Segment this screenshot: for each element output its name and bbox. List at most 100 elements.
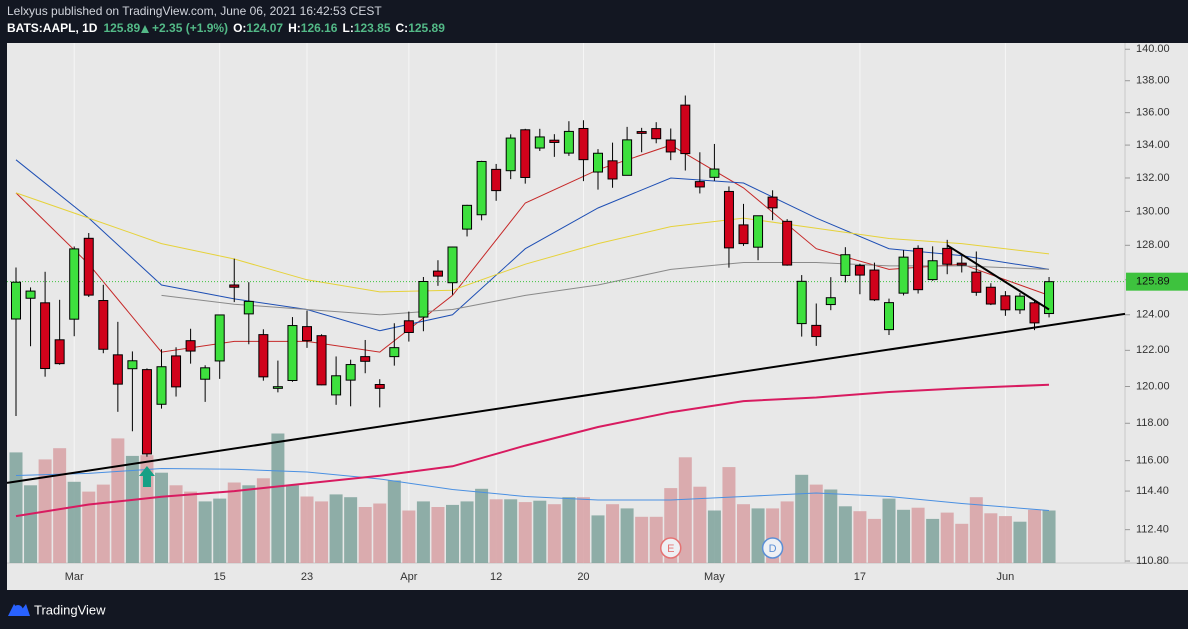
candle-body <box>83 237 94 296</box>
event-marker <box>761 537 784 559</box>
y-tick-label: 128.00 <box>1136 239 1170 251</box>
volume-bar <box>562 497 576 563</box>
candle-body <box>418 280 429 318</box>
candle-body <box>636 131 647 134</box>
candle-body <box>287 325 298 381</box>
candle-body <box>258 334 269 378</box>
event-label: E <box>667 543 674 555</box>
y-tick-label: 140.00 <box>1136 43 1170 55</box>
volume-bar <box>911 507 925 563</box>
candle-body <box>25 290 36 299</box>
volume-bar <box>1042 510 1056 563</box>
candle-body <box>447 246 458 284</box>
signal-arrow <box>138 466 155 487</box>
open-value: 124.07 <box>246 21 283 35</box>
change: +2.35 (+1.9%) <box>152 21 228 35</box>
volume-bar <box>693 486 707 563</box>
volume-bar <box>751 508 765 563</box>
candle-body <box>825 297 836 306</box>
volume-bar <box>1013 521 1027 563</box>
candle-body <box>971 271 982 293</box>
volume-bar <box>213 498 227 563</box>
close-label: C: <box>396 21 409 35</box>
candle-body <box>709 168 720 178</box>
x-tick-label: 17 <box>854 571 866 583</box>
high-label: H: <box>288 21 301 35</box>
candle-body <box>360 356 371 362</box>
low-value: 123.85 <box>354 21 391 35</box>
y-tick-label: 132.00 <box>1136 172 1170 184</box>
volume-bar <box>591 515 605 563</box>
candle-body <box>534 136 545 149</box>
x-tick-label: Jun <box>997 571 1015 583</box>
candle-body <box>578 127 589 161</box>
candle-body <box>1029 302 1040 324</box>
candle-body <box>403 320 414 333</box>
candle-body <box>898 256 909 294</box>
candle-body <box>54 339 65 365</box>
candle-body <box>1044 281 1055 315</box>
candle-body <box>272 386 283 389</box>
volume-bar <box>897 509 911 563</box>
candle-body <box>680 104 691 155</box>
candle-body <box>345 364 356 381</box>
volume-bar <box>955 523 969 563</box>
y-tick-label: 118.00 <box>1136 417 1169 429</box>
x-tick-label: 15 <box>214 571 226 583</box>
volume-bar <box>533 500 547 563</box>
volume-bar <box>53 448 67 563</box>
candle-body <box>171 355 182 388</box>
moving-average-line <box>15 383 1050 518</box>
volume-bar <box>402 510 416 563</box>
volume-bar <box>649 516 663 563</box>
volume-bar <box>460 501 474 563</box>
price-tag-label: 125.89 <box>1136 276 1170 288</box>
candle-body <box>942 247 953 265</box>
volume-bar <box>431 507 445 563</box>
candle-body <box>476 160 487 216</box>
volume-bar <box>838 506 852 563</box>
up-arrow <box>141 25 149 33</box>
legend-line: BATS:AAPL, 1D 125.89 <box>7 21 140 35</box>
volume-bar <box>184 491 198 563</box>
volume-bar <box>998 516 1012 563</box>
volume-bar <box>824 489 838 563</box>
volume-bar <box>795 474 809 563</box>
open-label: O: <box>233 21 246 35</box>
logo-shape <box>8 604 30 616</box>
volume-bar <box>155 472 168 563</box>
volume-bar <box>329 494 343 563</box>
symbol: BATS:AAPL, 1D <box>7 21 98 35</box>
price-tag <box>1126 272 1188 291</box>
candle-body <box>956 262 967 266</box>
volume-bar <box>867 518 881 563</box>
x-tick-label: May <box>704 571 725 583</box>
candle-body <box>229 284 240 288</box>
chart-area <box>7 43 1188 590</box>
volume-bar <box>125 455 139 563</box>
candle-body <box>607 160 618 180</box>
trendline <box>946 244 1050 311</box>
logo <box>8 604 30 616</box>
event-marker <box>660 537 682 559</box>
volume-bar <box>344 497 358 563</box>
volume-bar <box>489 499 503 563</box>
candle-body <box>811 324 822 338</box>
volume-bar <box>678 457 692 563</box>
candle-body <box>927 260 938 281</box>
ohlc-line: +2.35 (+1.9%) O:124.07 H:126.16 L:123.85 C:1… <box>152 21 445 35</box>
candle-body <box>796 280 807 325</box>
candle-body <box>491 168 502 192</box>
candle-body <box>985 286 996 305</box>
volume-bar <box>198 501 212 563</box>
candle-body <box>854 265 865 276</box>
volume-bar <box>969 497 983 563</box>
moving-average-line <box>161 262 1050 316</box>
y-tick-label: 138.00 <box>1136 75 1170 87</box>
candle-body <box>200 367 211 380</box>
volume-bar <box>620 508 634 563</box>
candle-body <box>1014 295 1025 311</box>
volume-bar <box>475 488 489 563</box>
volume-bar <box>809 484 823 563</box>
